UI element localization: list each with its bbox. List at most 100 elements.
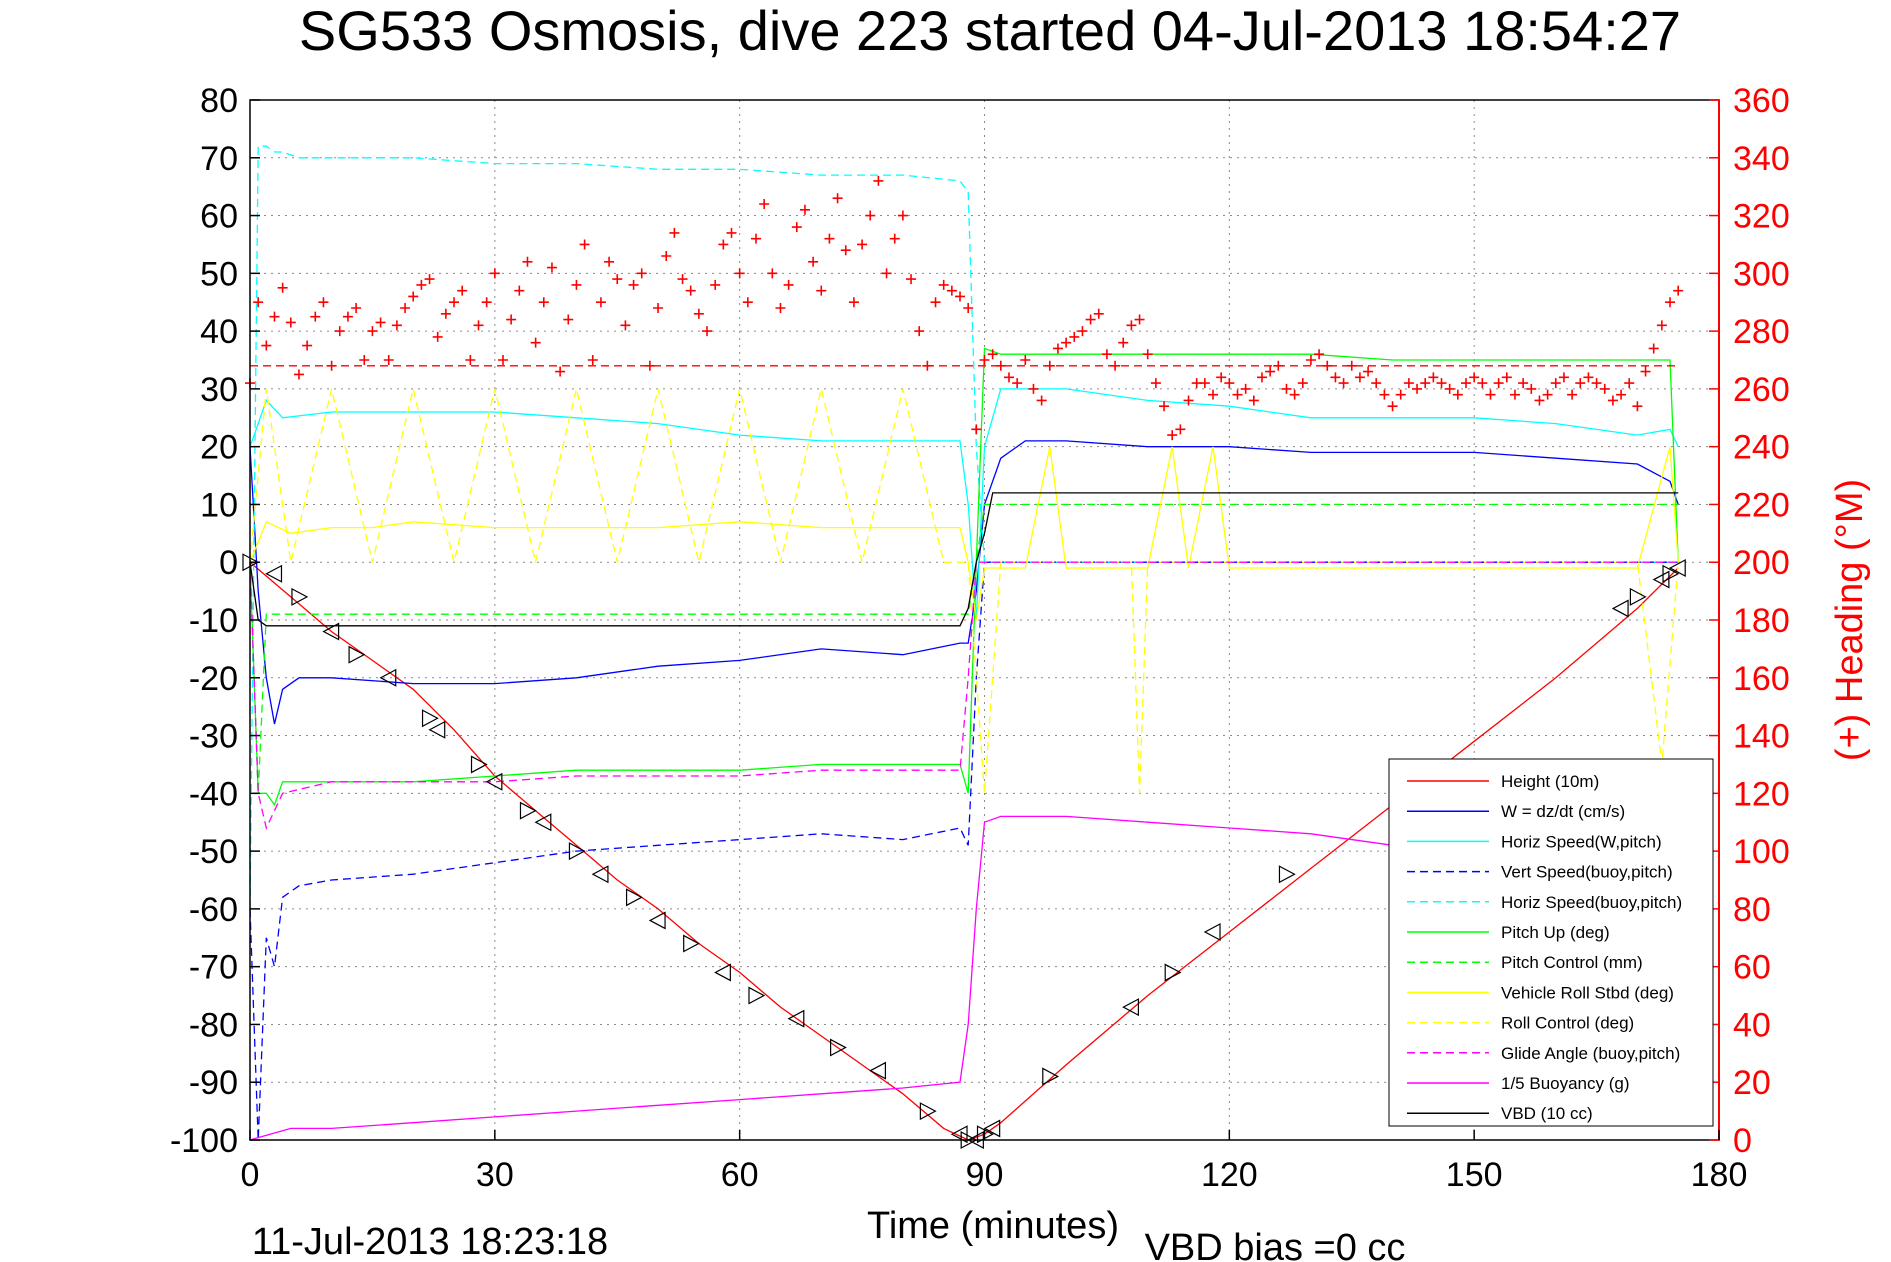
- heading-point: [914, 326, 925, 337]
- triangle-marker: [379, 668, 397, 687]
- heading-point: [1640, 366, 1651, 377]
- heading-point: [1281, 383, 1292, 394]
- heading-point: [979, 355, 990, 365]
- heading-point: [457, 285, 468, 296]
- heading-point: [1648, 343, 1659, 354]
- x-tick-label: 90: [966, 1156, 1004, 1194]
- heading-point: [497, 355, 508, 365]
- x-tick-label: 60: [721, 1156, 759, 1194]
- heading-point: [587, 355, 598, 365]
- y-tick-label: 0: [219, 544, 238, 582]
- heading-point: [432, 331, 443, 342]
- heading-point: [1673, 285, 1684, 296]
- heading-point: [791, 222, 802, 233]
- triangle-marker: [265, 564, 283, 583]
- y-tick-label: -30: [189, 718, 238, 756]
- heading-point: [1550, 378, 1561, 389]
- heading-point: [1379, 389, 1390, 400]
- heading-point: [367, 326, 378, 337]
- heading-point: [881, 268, 892, 279]
- heading-point: [1142, 349, 1153, 360]
- series-line-1: [249, 440, 1679, 725]
- heading-point: [571, 279, 582, 290]
- triangle-marker: [869, 1061, 887, 1080]
- heading-point: [612, 274, 623, 285]
- heading-point: [1028, 383, 1039, 394]
- heading-point: [1526, 383, 1537, 394]
- legend: Height (10m) W = dz/dt (cm/s) Horiz Speed(…: [1388, 758, 1714, 1127]
- heading-point: [1477, 378, 1488, 389]
- legend-entry-label: Pitch Up (deg): [1501, 923, 1610, 942]
- heading-point: [922, 360, 933, 371]
- y-tick-label: -40: [189, 775, 238, 813]
- heading-point: [759, 199, 770, 209]
- heading-point: [1395, 389, 1406, 400]
- heading-point: [685, 285, 696, 296]
- heading-point: [653, 303, 664, 313]
- heading-point: [1501, 372, 1512, 383]
- heading-point: [897, 210, 908, 221]
- heading-point: [955, 291, 966, 302]
- legend-entry-label: Horiz Speed(W,pitch): [1501, 832, 1662, 851]
- heading-point: [1444, 383, 1455, 394]
- heading-point: [799, 204, 810, 215]
- y-right-tick-label: 0: [1733, 1122, 1752, 1160]
- heading-point: [1591, 378, 1602, 389]
- heading-point: [563, 314, 574, 325]
- series-heading-points: [245, 175, 1684, 441]
- series-line-2: [249, 388, 1679, 621]
- heading-point: [710, 279, 721, 290]
- heading-point: [718, 239, 729, 250]
- heading-point: [677, 274, 688, 285]
- heading-point: [1624, 378, 1635, 389]
- y-tick-label: -20: [189, 660, 238, 698]
- heading-point: [1159, 401, 1170, 412]
- heading-point: [1420, 378, 1431, 389]
- triangle-marker: [1042, 1067, 1060, 1086]
- legend-entry-label: W = dz/dt (cm/s): [1501, 802, 1625, 821]
- heading-point: [595, 297, 606, 308]
- legend-entry-label: Roll Control (deg): [1501, 1014, 1634, 1033]
- y-tick-label: 50: [200, 255, 238, 293]
- y-right-tick-label: 240: [1733, 429, 1790, 467]
- heading-point: [783, 279, 794, 290]
- y-right-tick-label: 160: [1733, 660, 1790, 698]
- heading-point: [1346, 360, 1357, 371]
- legend-entry-label: 1/5 Buoyancy (g): [1501, 1074, 1630, 1093]
- y-tick-label: 40: [200, 313, 238, 351]
- heading-point: [1493, 378, 1504, 389]
- heading-point: [873, 175, 884, 186]
- x-axis-label: Time (minutes): [867, 1205, 1119, 1247]
- triangle-marker: [748, 986, 766, 1005]
- heading-point: [310, 311, 321, 322]
- legend-entry-label: Height (10m): [1501, 772, 1599, 791]
- y-right-tick-label: 300: [1733, 255, 1790, 293]
- y-right-tick-label: 260: [1733, 371, 1790, 409]
- triangle-marker: [625, 888, 643, 907]
- x-tick-label: 120: [1201, 1156, 1258, 1194]
- heading-point: [1256, 372, 1267, 383]
- heading-point: [1322, 360, 1333, 371]
- series-line-0: [249, 561, 1679, 1141]
- series-line-9: [249, 561, 1679, 830]
- heading-point: [538, 297, 549, 308]
- heading-point: [963, 303, 974, 313]
- heading-point: [840, 245, 851, 256]
- heading-point: [318, 297, 329, 308]
- heading-point: [302, 340, 313, 351]
- heading-point: [1289, 389, 1300, 400]
- chart-title: SG533 Osmosis, dive 223 started 04-Jul-2…: [299, 0, 1681, 62]
- heading-point: [522, 256, 533, 267]
- y-tick-label: 80: [200, 82, 238, 120]
- heading-point: [1061, 337, 1072, 348]
- triangle-marker: [485, 772, 503, 791]
- heading-point: [1599, 383, 1610, 394]
- heading-point: [906, 274, 917, 285]
- heading-point: [734, 268, 745, 279]
- heading-point: [1077, 326, 1088, 337]
- y-right-tick-label: 360: [1733, 82, 1790, 120]
- heading-point: [546, 262, 557, 273]
- heading-point: [400, 303, 411, 313]
- heading-point: [391, 320, 402, 331]
- heading-point: [816, 285, 827, 296]
